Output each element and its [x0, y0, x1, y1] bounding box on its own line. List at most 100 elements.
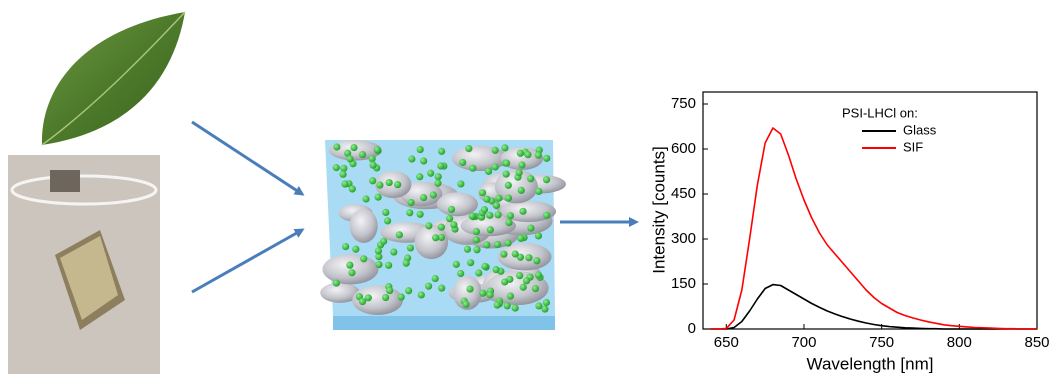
- protein-dot: [333, 164, 340, 171]
- protein-dot: [535, 271, 542, 278]
- protein-dot: [543, 299, 550, 306]
- protein-dot: [481, 206, 488, 213]
- protein-dot: [483, 196, 490, 203]
- protein-dot: [503, 170, 510, 177]
- protein-dot: [457, 270, 464, 277]
- protein-dot: [459, 159, 466, 166]
- protein-dot: [535, 302, 542, 309]
- protein-dot: [524, 151, 531, 158]
- protein-dot: [374, 146, 381, 153]
- protein-dot: [518, 161, 525, 168]
- protein-dot: [425, 222, 432, 229]
- protein-dot: [398, 293, 405, 300]
- protein-dot: [360, 255, 367, 262]
- protein-dot: [483, 241, 490, 248]
- protein-dot: [493, 202, 500, 209]
- protein-dot: [505, 239, 512, 246]
- protein-dot: [369, 155, 376, 162]
- protein-dot: [479, 189, 486, 196]
- protein-dot: [341, 180, 348, 187]
- protein-dot: [493, 266, 500, 273]
- protein-dot: [406, 209, 413, 216]
- protein-dot: [486, 212, 493, 219]
- y-tick-label: 600: [671, 140, 696, 157]
- protein-dot: [535, 188, 542, 195]
- protein-dot: [382, 294, 389, 301]
- sif-schematic: [320, 140, 566, 330]
- protein-dot: [438, 285, 445, 292]
- protein-dot: [407, 199, 414, 206]
- protein-dot: [505, 219, 512, 226]
- protein-dot: [518, 187, 525, 194]
- silver-island: [350, 209, 378, 243]
- leaf-photo: [42, 12, 185, 145]
- protein-dot: [376, 181, 383, 188]
- series-line: [711, 285, 1037, 329]
- protein-dot: [446, 215, 453, 222]
- series-line: [711, 128, 1037, 329]
- protein-dot: [380, 238, 387, 245]
- x-tick-label: 800: [947, 334, 972, 351]
- protein-dot: [473, 228, 480, 235]
- protein-dot: [527, 175, 534, 182]
- silver-island: [322, 254, 378, 284]
- protein-dot: [350, 144, 357, 151]
- protein-dot: [333, 143, 340, 150]
- protein-dot: [430, 191, 437, 198]
- y-tick-label: 0: [688, 320, 696, 337]
- protein-dot: [523, 277, 530, 284]
- protein-dot: [359, 298, 366, 305]
- protein-dot: [462, 301, 469, 308]
- silver-island: [452, 146, 507, 171]
- protein-dot: [533, 257, 540, 264]
- protein-dot: [416, 173, 423, 180]
- protein-dot: [467, 259, 474, 266]
- protein-dot: [479, 290, 486, 297]
- protein-dot: [425, 283, 432, 290]
- protein-dot: [512, 250, 519, 257]
- protein-dot: [517, 235, 524, 242]
- protein-dot: [386, 287, 393, 294]
- protein-dot: [495, 211, 502, 218]
- protein-dot: [349, 185, 356, 192]
- protein-dot: [516, 169, 523, 176]
- protein-dot: [492, 147, 499, 154]
- protein-dot: [504, 302, 511, 309]
- protein-dot: [535, 232, 542, 239]
- x-tick-label: 750: [869, 334, 894, 351]
- y-tick-label: 300: [671, 230, 696, 247]
- protein-dot: [435, 173, 442, 180]
- protein-dot: [516, 272, 523, 279]
- x-tick-label: 850: [1024, 334, 1049, 351]
- protein-dot: [473, 236, 480, 243]
- protein-dot: [457, 180, 464, 187]
- protein-dot: [464, 246, 471, 253]
- protein-dot: [487, 226, 494, 233]
- protein-dot: [469, 165, 476, 172]
- protein-dot: [333, 279, 340, 286]
- protein-dot: [432, 234, 439, 241]
- y-tick-label: 750: [671, 95, 696, 112]
- protein-dot: [375, 194, 382, 201]
- protein-dot: [527, 225, 534, 232]
- y-axis-label: Intensity [counts]: [649, 146, 668, 274]
- y-tick-label: 150: [671, 275, 696, 292]
- protein-dot: [359, 151, 366, 158]
- protein-dot: [384, 217, 391, 224]
- protein-dot: [369, 177, 376, 184]
- protein-dot: [481, 263, 488, 270]
- protein-dot: [346, 262, 353, 269]
- protein-dot: [465, 145, 472, 152]
- protein-dot: [501, 278, 508, 285]
- protein-dot: [403, 260, 410, 267]
- protein-dot: [420, 157, 427, 164]
- protein-dot: [375, 247, 382, 254]
- protein-dot: [450, 221, 457, 228]
- beaker-photo: [8, 155, 160, 374]
- protein-dot: [505, 195, 512, 202]
- protein-dot: [507, 212, 514, 219]
- legend-label: SIF: [903, 139, 923, 154]
- protein-dot: [420, 194, 427, 201]
- protein-dot: [469, 213, 476, 220]
- protein-dot: [417, 146, 424, 153]
